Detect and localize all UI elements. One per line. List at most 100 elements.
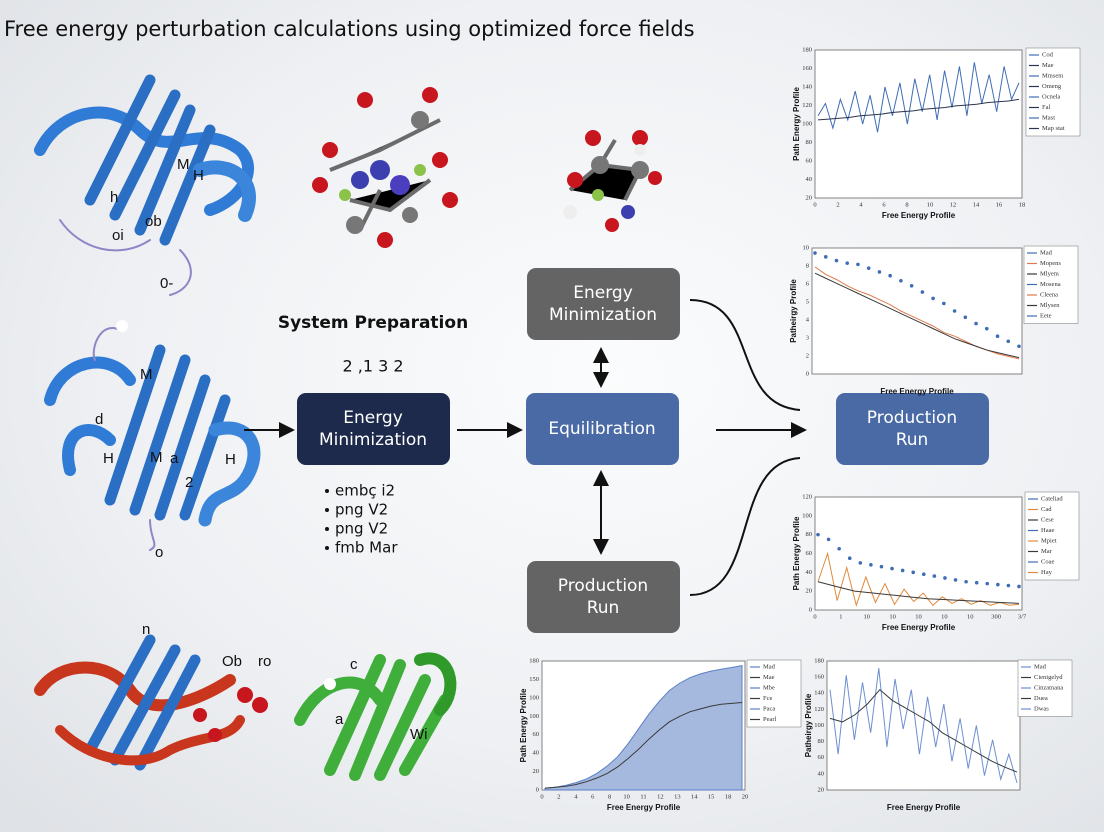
structure-label: c [350, 656, 358, 673]
x-tick-label: 10 [864, 613, 871, 620]
x-tick-label: 10 [941, 613, 948, 620]
legend-label: Mast [1042, 114, 1055, 121]
bullet-dot [325, 489, 329, 493]
x-tick-label: 15 [708, 793, 715, 800]
prep-sub: 2 ,1 3 2 [342, 357, 403, 376]
structure-label: ob [145, 213, 162, 230]
connector [689, 299, 801, 411]
legend-label: Fce [763, 695, 773, 702]
legend-label: Cleena [1040, 291, 1058, 298]
x-tick-label: 8 [608, 793, 611, 800]
data-point [985, 581, 990, 586]
connector [689, 457, 801, 596]
data-line [817, 581, 1020, 604]
protein-blue-1 [34, 74, 256, 296]
protein-red [34, 634, 268, 771]
x-tick-label: 10 [927, 201, 934, 208]
data-point [1006, 583, 1011, 588]
data-point [858, 561, 863, 565]
x-tick-label: 10 [967, 613, 974, 620]
data-point [899, 278, 903, 283]
title: Free energy perturbation calculations us… [4, 17, 695, 41]
legend-label: Hay [1041, 569, 1053, 576]
structure-label: oi [112, 227, 124, 244]
structure-label: Wi [410, 726, 428, 743]
structure-label: h [110, 189, 118, 206]
plot: 10 8 6 5 4 3 2 0 Free Energy Profile Patheirgy Pr… [789, 244, 1079, 396]
data-point [942, 301, 946, 306]
structure-label: 2 [185, 474, 193, 491]
data-point [921, 572, 926, 577]
x-tick-label: 13 [674, 793, 681, 800]
y-tick-label: 180 [814, 657, 824, 664]
x-tick-label: 6 [882, 201, 886, 208]
x-tick-label: 10 [889, 613, 896, 620]
y-tick-label: 3 [806, 334, 809, 341]
y-tick-label: 0 [809, 606, 812, 613]
x-tick-label: 2 [836, 201, 839, 208]
y-tick-label: 120 [814, 706, 824, 713]
x-tick-label: 20 [742, 793, 749, 800]
data-point [920, 290, 925, 294]
data-point [963, 315, 968, 320]
data-line [817, 62, 1020, 133]
data-point [834, 258, 839, 263]
data-line [814, 272, 1020, 359]
data-point [877, 270, 882, 274]
y-tick-label: 180 [529, 657, 539, 664]
bullet: fmb Mar [335, 539, 398, 557]
structure-label: H [103, 450, 114, 467]
y-tick-label: 100 [814, 722, 824, 729]
data-point [909, 284, 914, 288]
node-label: Equilibration [548, 419, 655, 439]
data-line [817, 98, 1020, 121]
y-tick-label: 100 [802, 512, 812, 519]
y-tick-label: 140 [802, 83, 812, 90]
y-tick-label: 60 [806, 157, 813, 164]
bullet-dot [325, 527, 329, 531]
data-point [816, 532, 820, 537]
x-tick-label: 12 [657, 793, 664, 800]
data-line [829, 668, 1018, 783]
data-point [856, 262, 860, 267]
legend-box [1024, 491, 1080, 581]
legend-label: Mbe [763, 684, 775, 691]
legend-label: Cad [1041, 506, 1052, 513]
x-tick-label: 1 [839, 613, 842, 620]
legend-label: Paca [763, 705, 775, 712]
flow-node: Energy Minimization [527, 268, 680, 340]
flow-node: Production Run [527, 561, 680, 633]
data-point [974, 321, 978, 326]
x-tick-label: 0 [540, 793, 543, 800]
x-axis-title: Free Energy Profile [880, 387, 954, 396]
node-box [297, 393, 450, 465]
structure-label: M [177, 156, 190, 173]
x-tick-label: 300 [991, 613, 1001, 620]
x-tick-label: 0 [813, 201, 816, 208]
structure-label: H [225, 451, 236, 468]
legend-label: Cese [1041, 516, 1054, 523]
data-point [890, 566, 894, 571]
legend-label: Mosena [1040, 281, 1061, 288]
data-point [845, 261, 850, 265]
y-axis-title: Patheirgy Profile [789, 279, 798, 343]
molecule-1 [312, 87, 458, 248]
node-box [527, 561, 680, 633]
flow [244, 299, 807, 596]
y-axis-title: Path Energy Profile [519, 688, 528, 762]
data-point [984, 326, 989, 331]
bullet: png V2 [335, 501, 388, 519]
y-tick-label: 80 [818, 738, 825, 745]
legend-label: Mae [763, 674, 775, 681]
x-tick-label: 18 [725, 793, 732, 800]
legend-label: Cod [1042, 51, 1054, 58]
data-point [866, 266, 871, 270]
protein-green [294, 652, 457, 781]
plot: 120 100 80 60 40 20 00 1 10 10 10 10 10 300 3/7 Free En… [792, 491, 1080, 632]
y-tick-label: 100 [802, 120, 812, 127]
plot: 180 160 140 120 100 80 60 40 20 Free Energy Profi… [804, 657, 1073, 812]
plot-frame [814, 496, 1023, 611]
y-tick-label: 40 [533, 750, 540, 757]
legend-label: Ocnela [1042, 93, 1061, 100]
legend-label: Mae [1042, 62, 1054, 69]
